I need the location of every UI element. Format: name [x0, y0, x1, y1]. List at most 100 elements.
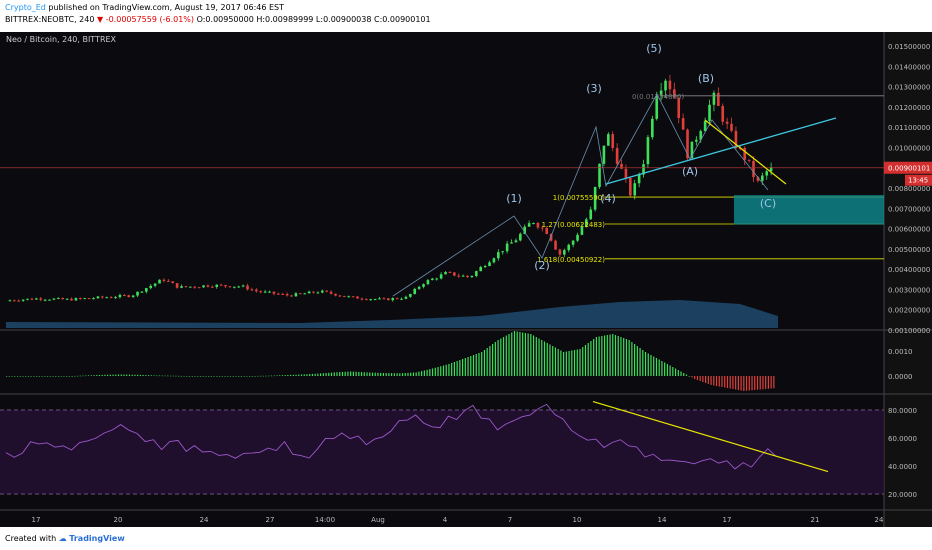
macd-histogram-bar [710, 376, 712, 385]
created-with-text: Created with [5, 534, 57, 543]
wave-label: (5) [646, 42, 662, 55]
macd-histogram-bar [623, 338, 625, 376]
macd-histogram-bar [156, 375, 158, 377]
macd-histogram-bar [221, 376, 223, 377]
macd-histogram-bar [729, 376, 731, 389]
price-tick-label: 0.00300000 [888, 286, 930, 294]
macd-histogram-bar [224, 376, 226, 377]
macd-histogram-bar [369, 372, 371, 376]
macd-histogram-bar [205, 376, 207, 377]
macd-histogram-bar [497, 340, 499, 376]
symbol-label: BITTREX:NEOBTC, 240 [5, 15, 95, 24]
candle-body [620, 163, 623, 169]
candle-body [686, 129, 689, 159]
candle-body [673, 89, 676, 98]
macd-histogram-bar [557, 349, 559, 376]
symbol-line: BITTREX:NEOBTC, 240 ▼ -0.00057559 (-6.01… [5, 15, 431, 24]
elliott-wave-path [392, 93, 769, 297]
candle-body [453, 272, 456, 276]
candle-body [123, 294, 126, 296]
macd-histogram-bar [442, 365, 445, 376]
macd-histogram-bar [227, 376, 229, 377]
candle-body [255, 289, 258, 292]
macd-histogram-bar [52, 376, 54, 377]
macd-histogram-bar [49, 376, 51, 377]
author-name[interactable]: Crypto_Ed [5, 3, 46, 12]
macd-histogram-bar [336, 372, 338, 376]
macd-histogram-bar [642, 350, 644, 376]
macd-tick-label: 0.0000 [888, 373, 913, 381]
macd-histogram-bar [41, 376, 43, 377]
candle-body [321, 290, 324, 293]
macd-histogram-bar [519, 332, 521, 376]
target-zone-box [734, 195, 884, 225]
macd-histogram-bar [609, 334, 611, 376]
macd-histogram-bar [30, 376, 32, 377]
macd-histogram-bar [500, 338, 502, 376]
rsi-tick-label: 40.0000 [888, 463, 917, 471]
candle-body [13, 300, 16, 302]
candle-body [57, 297, 60, 299]
macd-histogram-bar [767, 376, 770, 389]
chart-area[interactable]: Neo / Bitcoin, 240, BITTREX 0.01500000 0.… [0, 32, 932, 527]
candle-body [250, 289, 254, 291]
macd-histogram-bar [147, 375, 150, 376]
price-tick-label: 0.01400000 [888, 63, 930, 71]
candle-body [61, 297, 65, 300]
macd-histogram-bar [314, 373, 316, 376]
macd-histogram-bar [429, 369, 431, 376]
candle-body [668, 80, 672, 90]
macd-histogram-bar [470, 356, 472, 376]
macd-histogram-bar [191, 376, 193, 377]
macd-histogram-bar [259, 375, 262, 377]
macd-histogram-bar [658, 359, 660, 376]
macd-histogram-bar [677, 370, 679, 376]
macd-histogram-bar [399, 373, 401, 376]
macd-histogram-bar [202, 376, 204, 377]
candle-body [703, 120, 707, 132]
macd-histogram-bar [401, 373, 404, 376]
candle-body [695, 139, 698, 142]
macd-histogram-bar [320, 373, 322, 376]
macd-histogram-bar [123, 374, 125, 376]
macd-histogram-bar [393, 373, 395, 376]
macd-histogram-bar [685, 374, 688, 376]
macd-histogram-bar [6, 376, 8, 377]
macd-histogram-bar [199, 376, 202, 377]
candle-body [479, 266, 483, 272]
macd-histogram-bar [169, 375, 172, 377]
candle-body [285, 293, 289, 296]
macd-histogram-bar [461, 359, 464, 376]
candle-body [224, 284, 227, 287]
macd-histogram-bar [93, 375, 95, 376]
candle-body [563, 250, 566, 255]
countdown-badge [905, 174, 932, 186]
macd-histogram-bar [303, 374, 305, 376]
macd-histogram-bar [617, 336, 619, 376]
macd-histogram-bar [139, 374, 141, 376]
candle-body [409, 294, 412, 297]
macd-histogram-bar [745, 376, 748, 391]
macd-histogram-bar [325, 373, 327, 376]
macd-histogram-bar [107, 374, 109, 376]
tradingview-brand[interactable]: TradingView [69, 534, 125, 543]
macd-histogram-bar [601, 336, 603, 376]
price-tick-label: 0.00100000 [888, 327, 930, 335]
macd-histogram-bar [142, 375, 144, 376]
macd-histogram-bar [180, 375, 182, 377]
macd-histogram-bar [339, 372, 341, 376]
macd-histogram-bar [254, 375, 256, 377]
wave-label: (2) [534, 259, 550, 272]
candle-body [378, 298, 381, 300]
macd-histogram-bar [636, 346, 638, 376]
macd-histogram-bar [175, 375, 177, 377]
time-tick-label: 24 [200, 516, 209, 524]
candle-body [567, 244, 571, 251]
macd-histogram-bar [153, 375, 155, 376]
candle-body [307, 291, 311, 294]
time-tick-label: 4 [443, 516, 448, 524]
published-text: published on TradingView.com, August 19,… [48, 3, 285, 12]
wave-label: (B) [698, 72, 714, 85]
time-tick-label: 7 [508, 516, 512, 524]
macd-histogram-bar [511, 332, 513, 376]
